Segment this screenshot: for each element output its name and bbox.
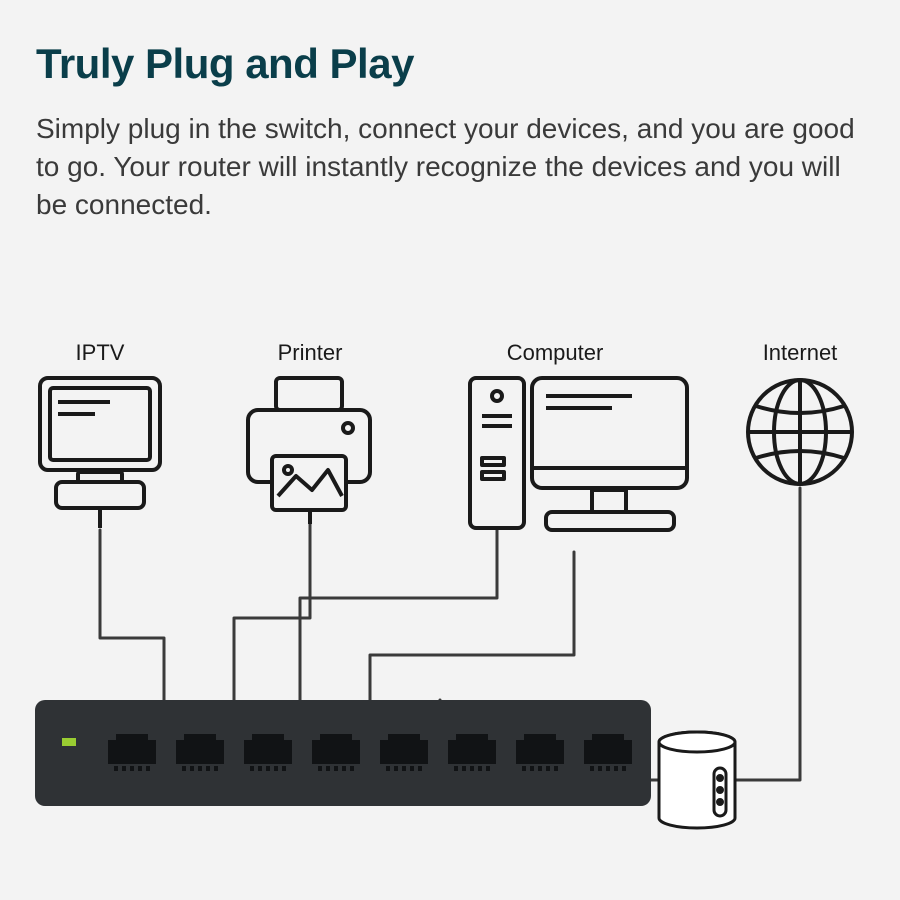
- conn-iptv: [100, 530, 164, 700]
- conn-tower: [300, 530, 497, 700]
- printer-icon: [248, 378, 370, 524]
- diagram-svg: [0, 0, 900, 900]
- router-icon: [659, 732, 735, 828]
- computer-tower-icon: [470, 378, 524, 528]
- switch-led-icon: [62, 738, 76, 746]
- iptv-icon: [40, 378, 160, 528]
- computer-monitor-icon: [532, 378, 687, 530]
- internet-icon: [748, 380, 852, 484]
- infographic-canvas: Truly Plug and Play Simply plug in the s…: [0, 0, 900, 900]
- conn-internet: [734, 488, 800, 780]
- conn-monitor: [370, 552, 574, 700]
- network-switch: [35, 700, 651, 806]
